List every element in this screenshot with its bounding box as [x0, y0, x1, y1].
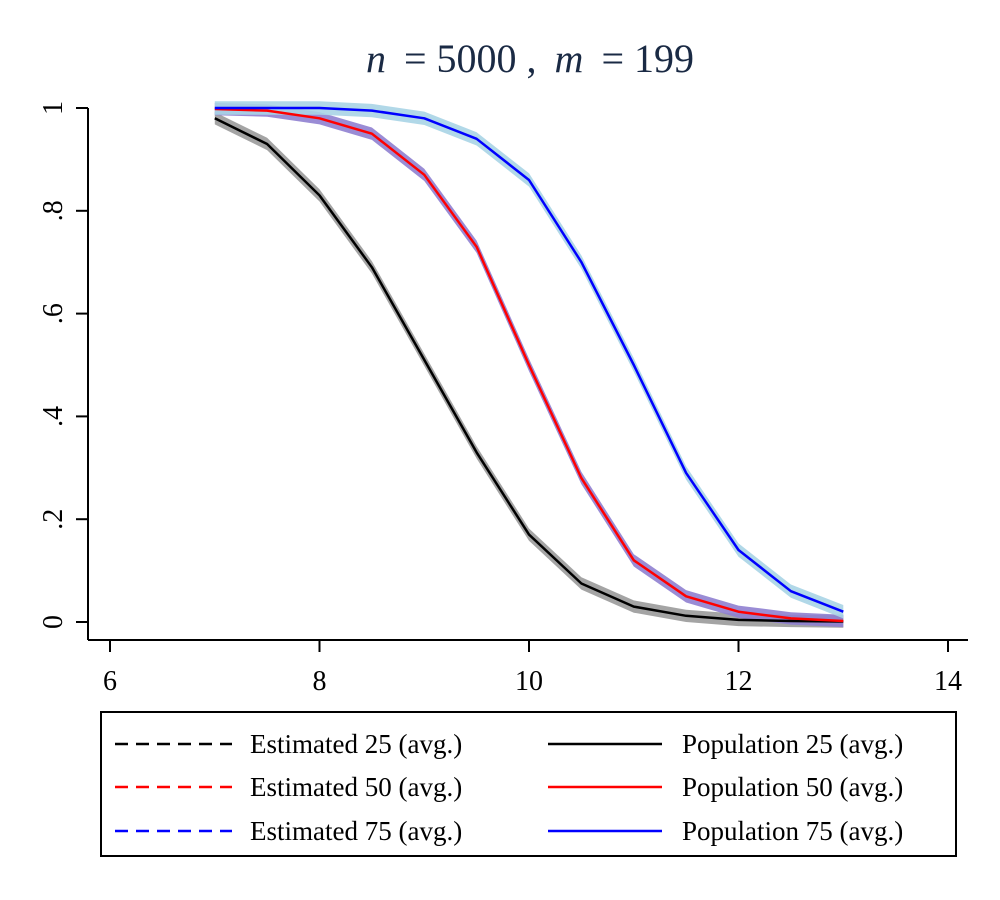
legend-label: Population 50 (avg.) [682, 772, 903, 802]
legend: Estimated 25 (avg.) Population 25 (avg.) E… [100, 711, 957, 857]
y-tick-label: 1 [38, 101, 69, 115]
series-lines [214, 106, 844, 623]
svg-text:n = 5000 , m: n = 5000 , m = 199 [366, 36, 694, 81]
legend-label: Population 25 (avg.) [682, 729, 903, 759]
x-tick-label: 6 [103, 666, 117, 697]
legend-label: Estimated 50 (avg.) [250, 772, 462, 802]
title-m-value: = 199 [601, 36, 694, 81]
x-tick-label: 12 [725, 666, 753, 697]
title-m-label: m [555, 36, 584, 81]
legend-box [100, 711, 957, 857]
pop50-line [214, 107, 844, 623]
pop25-line [214, 117, 844, 623]
y-tick-label: .2 [38, 509, 69, 530]
x-tick-label: 10 [515, 666, 543, 697]
legend-label: Population 75 (avg.) [682, 816, 903, 846]
title-n-value: = 5000 , [404, 36, 537, 81]
y-tick-label: 0 [38, 615, 69, 629]
legend-label: Estimated 75 (avg.) [250, 816, 462, 846]
pop75-line [214, 106, 844, 613]
y-tick-label: .8 [38, 200, 69, 221]
x-tick-label: 14 [934, 666, 962, 697]
legend-label: Estimated 25 (avg.) [250, 729, 462, 759]
axes: 6 8 10 12 14 0 .2 .4 .6 .8 1 [38, 101, 968, 697]
x-tick-label: 8 [313, 666, 327, 697]
title-n-label: n [366, 36, 386, 81]
y-tick-label: .6 [38, 303, 69, 324]
chart-title: n = 5000 , m = 199 [366, 36, 694, 81]
y-tick-label: .4 [38, 406, 69, 427]
